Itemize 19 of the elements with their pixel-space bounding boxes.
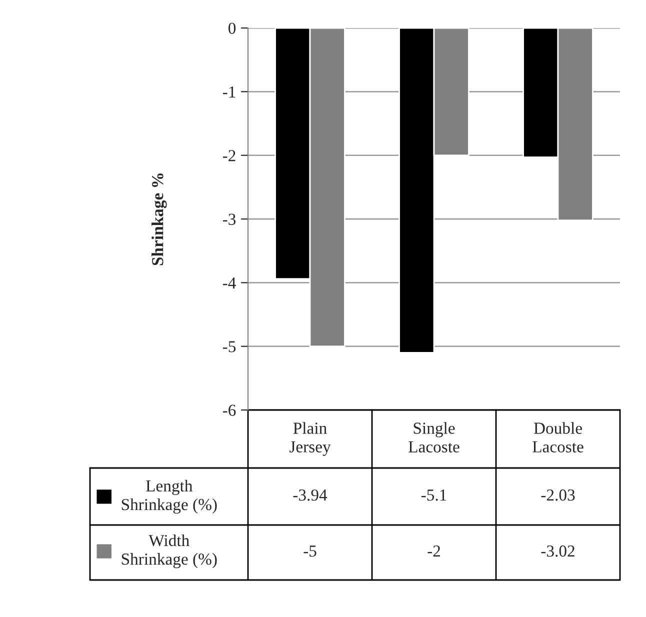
legend-label: Length Shrinkage (%) xyxy=(122,480,217,514)
y-tick-label: -6 xyxy=(222,404,236,416)
y-axis-title: Shrinkage % xyxy=(152,174,167,266)
x-tick-label: Single Lacoste xyxy=(408,422,460,452)
y-tick-label: 0 xyxy=(228,22,236,34)
legend-label: Width Shrinkage (%) xyxy=(122,534,217,568)
y-tick-label: -2 xyxy=(222,150,236,162)
x-tick-label: Plain Jersey xyxy=(290,422,331,456)
y-tick-label: -3 xyxy=(222,214,236,225)
data-label: -3.94 xyxy=(293,489,328,501)
data-label: -5.1 xyxy=(421,490,446,501)
data-label: -5 xyxy=(304,546,316,557)
y-tick-label: -1 xyxy=(222,86,236,98)
data-label: -3.02 xyxy=(541,545,574,557)
y-tick-label: -5 xyxy=(222,341,236,352)
data-label: -2.03 xyxy=(541,489,575,501)
y-tick-label: -4 xyxy=(222,277,236,288)
x-tick-label: Double Lacoste xyxy=(532,422,584,452)
data-label: -2 xyxy=(428,545,440,557)
